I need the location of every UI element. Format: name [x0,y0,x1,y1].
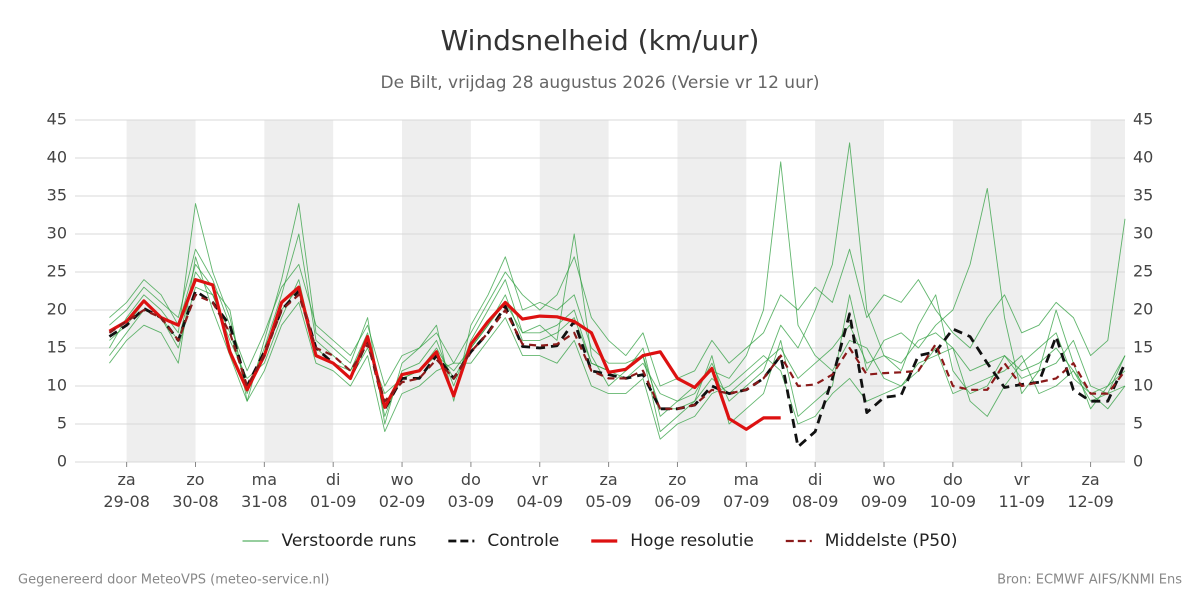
chart-title: Windsnelheid (km/uur) [441,24,760,57]
x-tick-label: vr 04-09 [516,470,564,511]
ensemble-line [109,142,1126,417]
x-tick-label: wo 02-09 [378,470,426,511]
y2-tick-label: 25 [1133,262,1153,281]
ensemble-line [109,256,1126,440]
x-tick-label: do 10-09 [929,470,977,511]
y2-tick-label: 5 [1133,414,1143,433]
y-tick-label: 20 [47,300,67,319]
x-tick-label: di 08-09 [791,470,839,511]
y2-tick-label: 30 [1133,224,1153,243]
y-tick-label: 45 [47,110,67,129]
legend: Verstoorde runs Controle Hoge resolutie Mid… [242,531,958,551]
x-tick-label: ma 31-08 [241,470,288,511]
x-tick-label: zo 30-08 [172,470,219,511]
ensemble-line [109,161,1126,402]
y2-tick-label: 0 [1133,452,1143,471]
x-tick-label: ma 07-09 [723,470,770,511]
ensemble-line [109,187,1126,433]
x-tick-label: vr 11-09 [998,470,1045,511]
y2-tick-label: 15 [1133,338,1153,357]
legend-label: Controle [487,531,559,551]
y2-tick-label: 45 [1133,110,1153,129]
y-tick-label: 15 [47,338,67,357]
y-tick-label: 10 [47,376,67,395]
footer-right: Bron: ECMWF AIFS/KNMI Ens [997,573,1182,588]
footer-left: Gegenereerd door MeteoVPS (meteo-service… [18,573,329,588]
x-tick-label: za 29-08 [103,470,150,511]
x-tick-label: di 01-09 [309,470,357,511]
legend-label: Hoge resolutie [630,531,754,551]
series-line [108,289,1127,449]
chart-subtitle: De Bilt, vrijdag 28 augustus 2026 (Versi… [381,73,820,93]
day-shade [539,120,609,462]
day-shade [1090,120,1125,462]
day-shade [402,120,471,462]
y2-tick-label: 10 [1133,376,1153,395]
y-tick-label: 0 [57,452,67,471]
x-tick-label: zo 06-09 [654,470,701,511]
day-shade [815,120,885,462]
x-tick-label: za 12-09 [1067,470,1114,511]
y2-tick-label: 35 [1133,186,1153,205]
day-shade [677,120,747,462]
y-tick-label: 40 [47,148,67,167]
x-tick-label: do 03-09 [447,470,495,511]
ensemble-line [109,218,1126,387]
y-tick-label: 25 [47,262,67,281]
y-tick-label: 30 [47,224,67,243]
x-tick-label: za 05-09 [585,470,632,511]
day-shade [952,120,1022,462]
y-tick-label: 5 [57,414,67,433]
y2-tick-label: 20 [1133,300,1153,319]
background [75,119,1125,467]
legend-label: Verstoorde runs [282,531,417,551]
y2-tick-label: 40 [1133,148,1153,167]
x-tick-label: wo 09-09 [860,470,908,511]
y-tick-label: 35 [47,186,67,205]
legend-label: Middelste (P50) [825,531,958,551]
